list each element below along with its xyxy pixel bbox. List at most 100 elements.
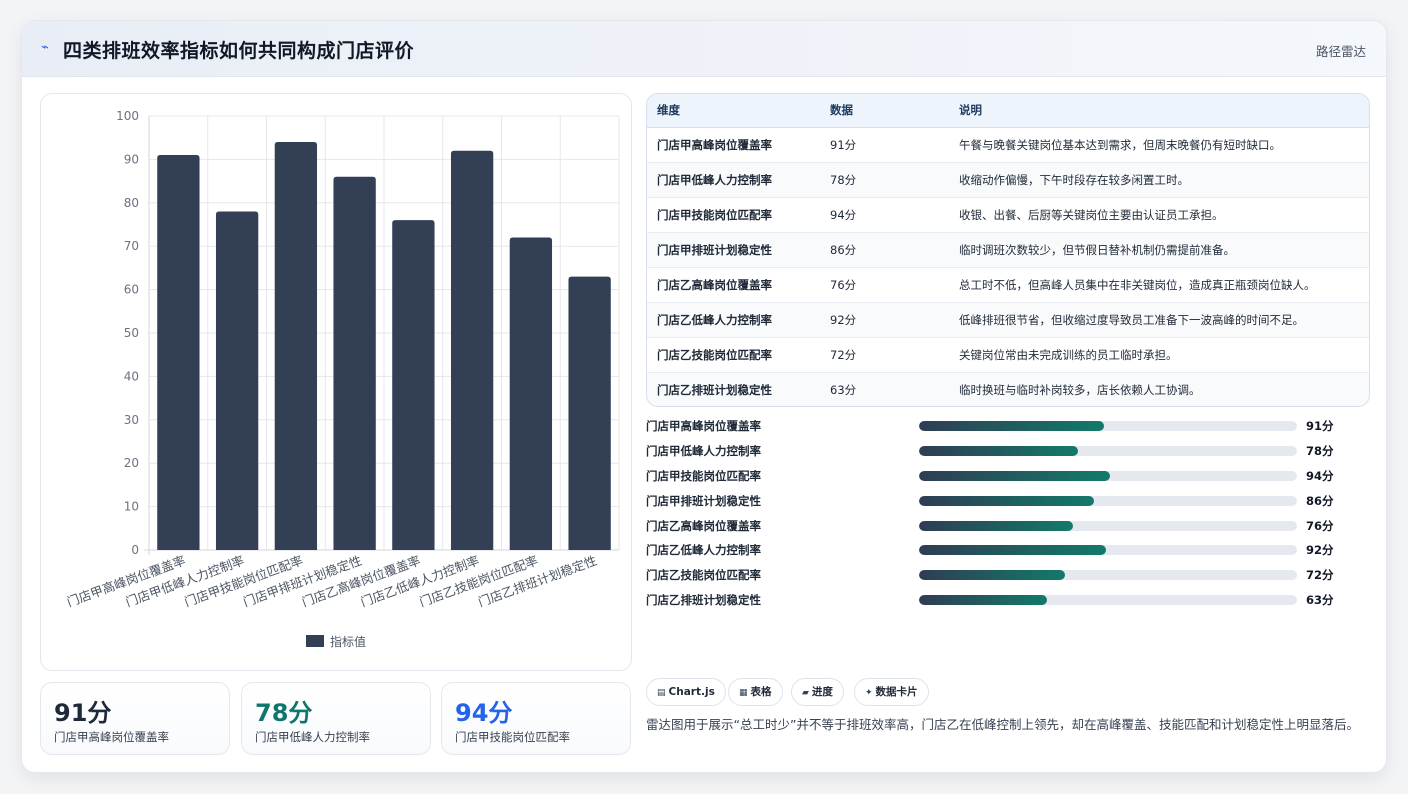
dimension-cell: 门店乙技能岗位匹配率 — [647, 337, 820, 373]
value-cell: 94分 — [820, 197, 949, 233]
bar — [333, 176, 376, 550]
chip-label: 表格 — [750, 686, 772, 698]
dimension-cell: 门店甲技能岗位匹配率 — [647, 197, 820, 233]
table-row: 门店甲高峰岗位覆盖率 91分 午餐与晚餐关键岗位基本达到需求，但周末晚餐仍有短时缺口… — [647, 127, 1369, 163]
progress-label: 门店甲排班计划稳定性 — [646, 493, 761, 508]
chip-progress[interactable]: ▰ 进度 — [791, 678, 844, 706]
progress-row: 门店甲高峰岗位覆盖率 91分 — [646, 414, 1370, 439]
description-cell: 总工时不低，但高峰人员集中在非关键岗位，造成真正瓶颈岗位缺人。 — [949, 267, 1369, 303]
kpi-label: 门店甲高峰岗位覆盖率 — [54, 730, 169, 744]
y-tick-label: 40 — [124, 369, 139, 383]
progress-row: 门店乙技能岗位匹配率 72分 — [646, 563, 1370, 588]
header-tag: 路径雷达 — [1315, 44, 1366, 59]
progress-track — [919, 421, 1297, 431]
table-header-row: 维度 数据 说明 — [647, 94, 1369, 128]
bar-chart-icon: ▤ — [657, 688, 666, 698]
dimension-cell: 门店甲低峰人力控制率 — [647, 162, 820, 198]
bar — [157, 155, 200, 550]
bar-chart: 0 10 20 30 40 50 60 70 80 90 100 门店甲高峰岗位覆盖率 门店甲低峰人力控… — [40, 93, 632, 671]
dashboard-card: ⌁ 四类排班效率指标如何共同构成门店评价 路径雷达 0 10 20 30 40 50 60 7… — [21, 20, 1387, 773]
progress-row: 门店乙高峰岗位覆盖率 76分 — [646, 514, 1370, 539]
progress-fill — [919, 520, 1074, 531]
table-row: 门店甲排班计划稳定性 86分 临时调班次数较少，但节假日替补机制仍需提前准备。 — [647, 232, 1369, 268]
progress-list: 门店甲高峰岗位覆盖率 91分 门店甲低峰人力控制率 78分 门店甲技能岗位匹配率 94分门… — [646, 414, 1370, 613]
progress-value: 72分 — [1306, 568, 1334, 583]
dimension-cell: 门店甲高峰岗位覆盖率 — [647, 127, 820, 163]
value-cell: 72分 — [820, 337, 949, 373]
bar — [215, 211, 259, 550]
description-cell: 临时换班与临时补岗较多，店长依赖人工协调。 — [959, 382, 1201, 397]
description-cell: 临时调班次数较少，但节假日替补机制仍需提前准备。 — [949, 232, 1369, 268]
dimension-cell: 门店乙排班计划稳定性 — [657, 382, 772, 397]
y-tick-label: 30 — [124, 413, 139, 427]
progress-fill — [919, 595, 1048, 606]
column-header: 维度 — [647, 94, 820, 128]
y-tick-label: 60 — [124, 283, 139, 297]
description-cell: 收银、出餐、后厨等关键岗位主要由认证员工承担。 — [949, 197, 1369, 233]
dimension-cell: 门店甲排班计划稳定性 — [647, 232, 820, 268]
y-tick-label: 20 — [124, 456, 139, 470]
header: ⌁ 四类排班效率指标如何共同构成门店评价 路径雷达 — [22, 21, 1386, 77]
value-cell: 78分 — [820, 162, 949, 198]
y-tick-label: 0 — [131, 543, 139, 557]
y-tick-label: 100 — [116, 109, 139, 123]
progress-value: 92分 — [1306, 543, 1334, 558]
chip-chartjs[interactable]: ▤ Chart.js — [646, 678, 726, 706]
progress-track — [919, 595, 1297, 606]
progress-label: 门店乙技能岗位匹配率 — [646, 568, 761, 583]
kpi-card-2: 78分 门店甲低峰人力控制率 — [241, 682, 431, 755]
table-icon: ▦ — [739, 688, 748, 698]
y-tick-label: 90 — [124, 152, 139, 166]
table-row: 门店乙排班计划稳定性 63分 临时换班与临时补岗较多，店长依赖人工协调。 — [647, 372, 1369, 406]
chart-note: 雷达图用于展示“总工时少”并不等于排班效率高，门店乙在低峰控制上领先，却在高峰覆… — [646, 717, 1359, 732]
progress-icon: ▰ — [802, 688, 809, 698]
description-cell: 收缩动作偏慢，下午时段存在较多闲置工时。 — [949, 162, 1369, 198]
progress-value: 86分 — [1306, 493, 1334, 508]
y-tick-label: 50 — [124, 326, 139, 340]
progress-row: 门店甲排班计划稳定性 86分 — [646, 489, 1370, 514]
kpi-value: 94分 — [455, 699, 513, 727]
progress-value: 78分 — [1306, 443, 1334, 458]
table-row: 门店乙技能岗位匹配率 72分 关键岗位常由未完成训练的员工临时承担。 — [647, 337, 1369, 373]
progress-track — [919, 570, 1297, 581]
kpi-value: 78分 — [255, 699, 313, 727]
kpi-card-3: 94分 门店甲技能岗位匹配率 — [441, 682, 631, 755]
kpi-label: 门店甲低峰人力控制率 — [255, 730, 370, 744]
bar-chart-svg: 0102030405060708090100门店甲高峰岗位覆盖率门店甲低峰人力控… — [65, 109, 620, 649]
progress-track — [919, 520, 1297, 531]
progress-fill — [919, 470, 1111, 481]
progress-label: 门店乙排班计划稳定性 — [646, 593, 761, 608]
progress-track — [919, 495, 1297, 506]
dimension-cell: 门店乙低峰人力控制率 — [647, 302, 820, 338]
bar — [568, 276, 611, 550]
progress-track — [919, 470, 1297, 481]
progress-label: 门店甲低峰人力控制率 — [646, 443, 761, 458]
value-cell: 63分 — [830, 382, 857, 397]
progress-track — [919, 545, 1297, 556]
progress-value: 76分 — [1306, 518, 1334, 533]
progress-label: 门店甲高峰岗位覆盖率 — [646, 419, 761, 433]
progress-fill — [919, 570, 1066, 581]
chip-label: 数据卡片 — [875, 686, 918, 698]
progress-fill — [919, 545, 1106, 556]
chip-table[interactable]: ▦ 表格 — [728, 678, 783, 706]
description-cell: 午餐与晚餐关键岗位基本达到需求，但周末晚餐仍有短时缺口。 — [949, 127, 1369, 163]
page-title: 四类排班效率指标如何共同构成门店评价 — [63, 40, 415, 62]
progress-row: 门店乙低峰人力控制率 92分 — [646, 538, 1370, 563]
chip-data-card[interactable]: ✦ 数据卡片 — [854, 678, 929, 706]
description-cell: 低峰排班很节省，但收缩过度导致员工准备下一波高峰的时间不足。 — [949, 302, 1369, 338]
value-cell: 91分 — [820, 127, 949, 163]
progress-label: 门店乙高峰岗位覆盖率 — [646, 518, 761, 533]
sparkle-icon: ✦ — [865, 688, 873, 698]
y-tick-label: 80 — [124, 196, 139, 210]
progress-track — [919, 445, 1297, 456]
progress-value: 94分 — [1306, 468, 1334, 483]
column-header: 说明 — [949, 94, 1369, 128]
table-row: 门店乙低峰人力控制率 92分 低峰排班很节省，但收缩过度导致员工准备下一波高峰的时间… — [647, 302, 1369, 338]
table-row: 门店甲低峰人力控制率 78分 收缩动作偏慢，下午时段存在较多闲置工时。 — [647, 162, 1369, 198]
bar — [450, 150, 494, 550]
progress-row: 门店甲技能岗位匹配率 94分 — [646, 464, 1370, 489]
y-tick-label: 70 — [124, 239, 139, 253]
metrics-table: 维度 数据 说明 门店甲高峰岗位覆盖率 91分 午餐与晚餐关键岗位基本达到需求，但周… — [646, 93, 1370, 407]
pulse-icon: ⌁ — [41, 40, 49, 55]
